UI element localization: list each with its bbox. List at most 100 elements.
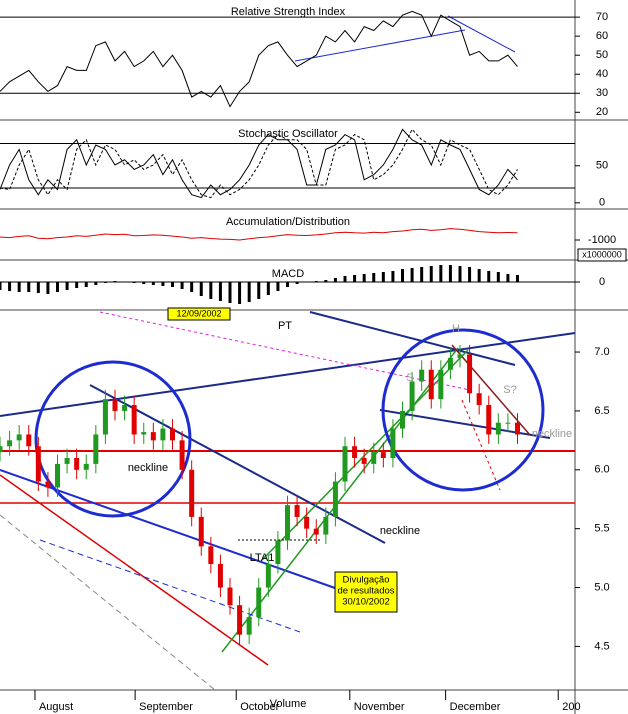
histogram-bar [429, 266, 433, 282]
y-tick-label: 50 [596, 49, 608, 61]
histogram-bar [209, 282, 213, 299]
histogram-bar [132, 282, 136, 283]
candle-body [265, 564, 271, 588]
candle-body [74, 458, 80, 470]
annotation: PT [278, 320, 292, 332]
histogram-bar [8, 282, 12, 291]
candle-body [505, 422, 511, 424]
dashed-line [0, 514, 216, 691]
histogram-bar [381, 272, 385, 282]
candle-body [141, 432, 147, 435]
histogram-bar [56, 282, 59, 292]
candle-body [7, 440, 13, 447]
rsi-trendlines [294, 15, 516, 62]
histogram-bar [506, 274, 510, 282]
histogram-bar [36, 282, 40, 293]
candle-body [208, 546, 214, 564]
candle-body [246, 616, 252, 635]
histogram-bar [468, 267, 472, 282]
candle-body [400, 410, 405, 429]
y-tick-label: 60 [596, 30, 608, 42]
histogram-bar [333, 278, 337, 282]
callout-text: 30/10/2002 [342, 597, 390, 608]
x-tick-label: September [139, 701, 193, 713]
callout-text: Divulgação [343, 575, 390, 586]
histogram-bar [238, 282, 242, 304]
histogram-bar [295, 282, 299, 284]
x-tick-label: November [354, 701, 405, 713]
unit-box [577, 248, 627, 262]
histogram-bar [420, 267, 424, 282]
x-tick-label: August [39, 701, 73, 713]
histogram-bar [477, 269, 481, 282]
histogram-bar [401, 269, 404, 282]
candle-body [419, 369, 425, 382]
candle-body [304, 516, 310, 529]
candle-body [0, 446, 3, 453]
candle-body [122, 405, 128, 411]
histogram-bar [171, 282, 174, 287]
dashed-line [39, 539, 301, 633]
histogram-bar [113, 281, 117, 282]
candle-body [515, 422, 520, 435]
candle-body [237, 605, 243, 635]
candle-body [447, 357, 453, 370]
annotation: neckline [380, 525, 420, 537]
y-tick-label: 5.0 [594, 581, 609, 593]
y-tick-label: 0 [599, 197, 605, 209]
histogram-bar [343, 276, 347, 282]
histogram-bar [372, 273, 376, 282]
candle-body [285, 505, 290, 541]
histogram-bar [161, 282, 165, 286]
annotation: 12/09/2002 [176, 308, 221, 318]
candle-body [198, 516, 204, 547]
candle-body [294, 505, 300, 517]
candle-body [313, 528, 319, 535]
candle-body [467, 354, 473, 394]
candle-body [380, 452, 386, 459]
trendline [0, 474, 269, 666]
highlight-circle [381, 328, 545, 492]
histogram-bar [84, 282, 88, 287]
candle-body [342, 446, 348, 482]
annotation: S? [503, 384, 516, 396]
candle-body [93, 434, 99, 464]
histogram-bar [228, 282, 232, 303]
histogram-bar [324, 280, 328, 282]
candle-body [438, 369, 444, 400]
histogram-bar [75, 282, 79, 288]
candle-body [428, 369, 434, 400]
annotation: H [452, 323, 460, 335]
y-tick-label: 0 [599, 276, 605, 288]
y-tick-label: 4.5 [594, 640, 609, 652]
candle-body [45, 481, 51, 488]
channel-line [309, 311, 516, 366]
histogram-bar [103, 282, 107, 283]
histogram-bar [286, 282, 289, 287]
candle-body [227, 587, 233, 606]
callout-box [334, 571, 398, 613]
highlight-circle [34, 360, 192, 518]
dashed-line [461, 399, 501, 491]
candle-body [457, 354, 463, 358]
annotation: neckline [532, 428, 572, 440]
histogram-bar [257, 282, 261, 299]
candle-body [83, 463, 89, 470]
histogram-bar [142, 282, 146, 284]
histogram-bar [458, 266, 462, 282]
annotation: S [406, 372, 413, 384]
candle-body [275, 540, 281, 564]
histogram-bar [180, 282, 184, 289]
candle-body [323, 516, 329, 535]
candle-body [160, 428, 166, 441]
series-line [0, 128, 518, 199]
candle-body [26, 434, 32, 447]
histogram-bar [199, 282, 203, 296]
histogram-bar [487, 271, 491, 282]
x-tick-label: December [450, 701, 501, 713]
candle-body [495, 422, 501, 435]
candle-body [131, 405, 137, 435]
candle-body [390, 428, 396, 459]
